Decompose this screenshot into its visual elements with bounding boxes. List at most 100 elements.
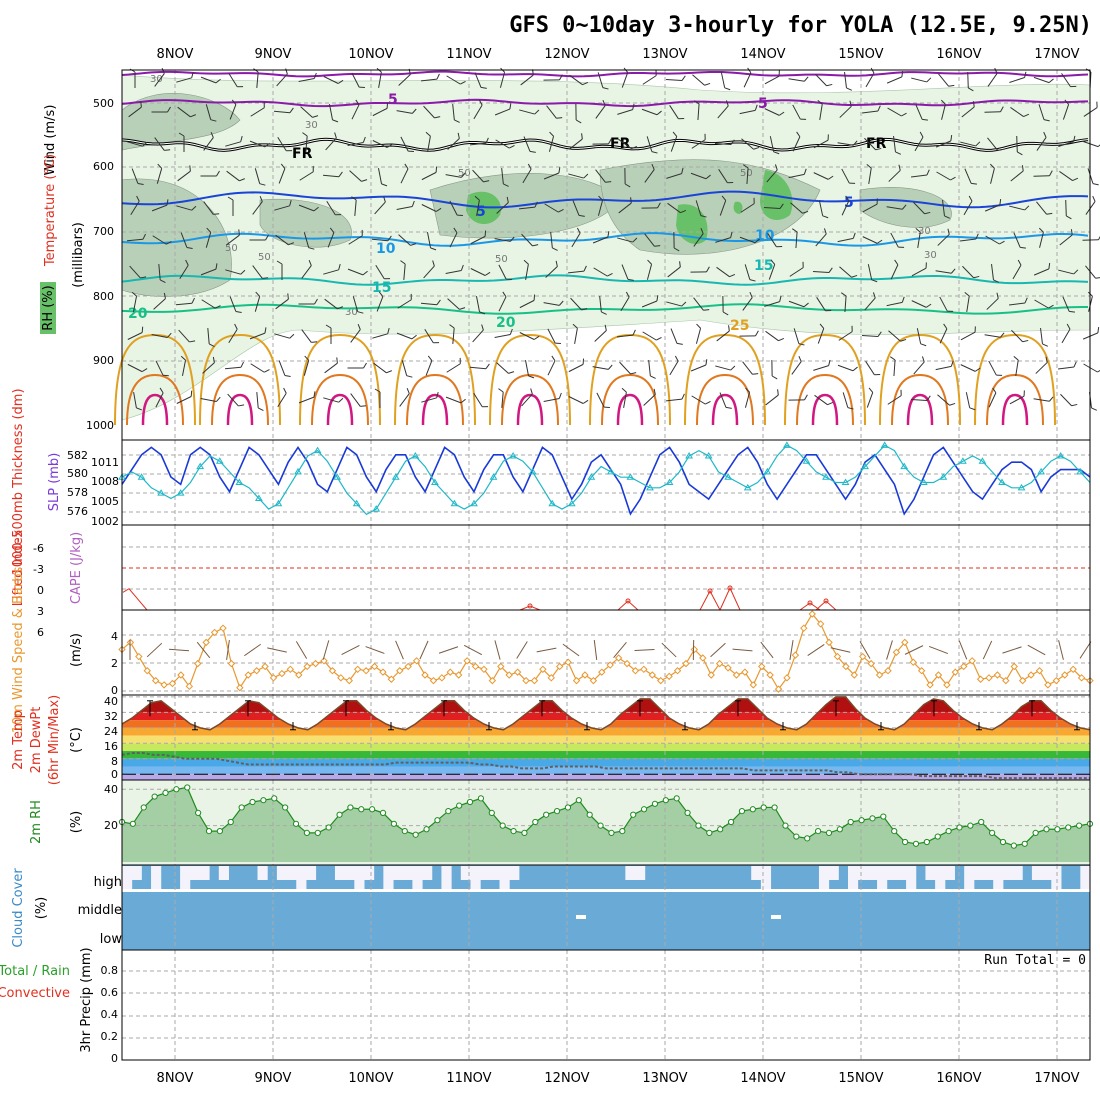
wind-barb-flag <box>703 309 710 311</box>
wind-barb-flag <box>240 269 246 275</box>
wind-barb-flag <box>189 340 196 343</box>
wind-barb-flag <box>791 228 798 233</box>
wind-barb <box>516 641 528 659</box>
wind-barb-flag <box>921 356 925 363</box>
wind-barb-flag <box>427 355 433 361</box>
wind-barb-shaft <box>445 174 462 178</box>
wind-speed-point <box>547 674 555 682</box>
wind-barb-shaft <box>642 331 657 341</box>
precip-panel: 0.8 0.6 0.4 0.2 0 Run Total = 0 Total / … <box>0 947 1091 1065</box>
wind-speed-point <box>353 665 362 674</box>
wind-speed-point <box>379 668 387 676</box>
wind-barb <box>398 234 417 246</box>
wind-barb <box>865 361 881 376</box>
wind-barb-shaft <box>276 73 288 87</box>
wind-barb-shaft <box>277 392 287 408</box>
rh-point <box>586 811 593 818</box>
wind-barb-shaft <box>960 364 976 372</box>
wind-barb-shaft <box>886 301 903 307</box>
wind-barb-flag <box>874 374 881 376</box>
wind-barb-flag <box>632 329 636 336</box>
wind-barb-shaft <box>423 265 435 279</box>
wind-barb-flag <box>137 182 144 185</box>
wind-barb-shaft <box>960 331 976 341</box>
wind-barb-flag <box>313 206 319 212</box>
wind-speed-point <box>1018 676 1027 685</box>
wind-barb <box>473 99 483 120</box>
wind-barb <box>127 326 144 340</box>
wind-barb-shaft <box>175 302 193 306</box>
wind-barb <box>597 72 609 90</box>
wind-barb <box>203 132 214 151</box>
wind-barb <box>641 295 659 308</box>
wind-barb <box>991 263 1000 283</box>
wind-barb-shaft <box>298 396 315 404</box>
wind-barb <box>942 199 951 219</box>
wind-barb <box>935 135 953 148</box>
cloud-clear-block <box>151 866 162 890</box>
wind-barb <box>325 132 337 151</box>
isotherm-line <box>121 190 1089 209</box>
wind-barb <box>813 359 831 371</box>
wind-barb-shaft <box>516 641 528 659</box>
wind-barb-shaft <box>179 264 189 280</box>
wind-barb-shaft <box>1010 107 1024 117</box>
wind-barb-flag <box>551 355 556 362</box>
thickness-point <box>548 499 557 507</box>
rh-point <box>423 826 430 833</box>
wind-barb-shaft <box>1062 104 1070 120</box>
wind-barb <box>740 197 755 213</box>
wind-barb <box>419 640 429 660</box>
wind-speed-point <box>488 676 497 685</box>
wind-barb-shaft <box>155 360 164 376</box>
temp-band <box>122 751 1090 759</box>
wind-barb <box>421 166 438 181</box>
wind-barb-shaft <box>438 646 459 654</box>
wind-barb-flag <box>951 268 956 274</box>
wind-barb <box>277 387 287 408</box>
wind-speed-point <box>715 659 724 668</box>
wind-barb <box>347 136 366 147</box>
wind-barb <box>446 75 466 85</box>
wind-barb-flag <box>598 195 603 201</box>
wind-speed-point <box>993 671 1002 679</box>
thickness-point <box>274 499 283 507</box>
wind-barb-shaft <box>768 264 776 280</box>
wind-speed-point <box>884 667 892 675</box>
wind-barb-flag <box>704 82 711 86</box>
wind-barb-flag <box>215 78 221 84</box>
wind-barb <box>543 300 564 306</box>
rh-point <box>466 798 474 806</box>
wind-barb <box>764 108 785 116</box>
wind-speed-point <box>581 671 589 679</box>
wind-barb-flag <box>1049 170 1053 176</box>
rh-legend-swatch <box>40 282 56 334</box>
wind-barb-shaft <box>887 107 902 117</box>
wind-barb <box>536 647 557 653</box>
wind-barb <box>815 228 827 247</box>
wind-speed-point <box>749 681 758 689</box>
wind-barb-flag <box>532 244 539 247</box>
lifted-index-axis-label: Lifted Index <box>11 529 26 606</box>
wind-barb <box>742 164 749 185</box>
rh-point <box>738 807 746 815</box>
wind-barb-shaft <box>693 297 704 311</box>
wind-barb-flag <box>656 110 662 116</box>
wind-barb <box>1060 393 1078 407</box>
cloud-clear-block <box>886 866 897 880</box>
wind-barb <box>420 73 440 82</box>
wind-barb-shaft <box>244 643 261 657</box>
temp2m-plot <box>121 695 1091 780</box>
lifted-index-line <box>815 600 837 611</box>
wind-barb <box>861 105 881 114</box>
wind-barb-flag <box>332 119 339 123</box>
wind-barb <box>400 136 414 153</box>
wind-barb-flag <box>875 147 882 151</box>
cloud-clear-block <box>470 866 481 890</box>
wind-speed-point <box>901 638 909 647</box>
wind-barb-flag <box>804 76 809 82</box>
date-label: 15NOV <box>838 1071 883 1086</box>
wind-barb <box>301 329 318 343</box>
wind-barb <box>989 163 995 184</box>
wind-barb-shaft <box>325 137 337 151</box>
